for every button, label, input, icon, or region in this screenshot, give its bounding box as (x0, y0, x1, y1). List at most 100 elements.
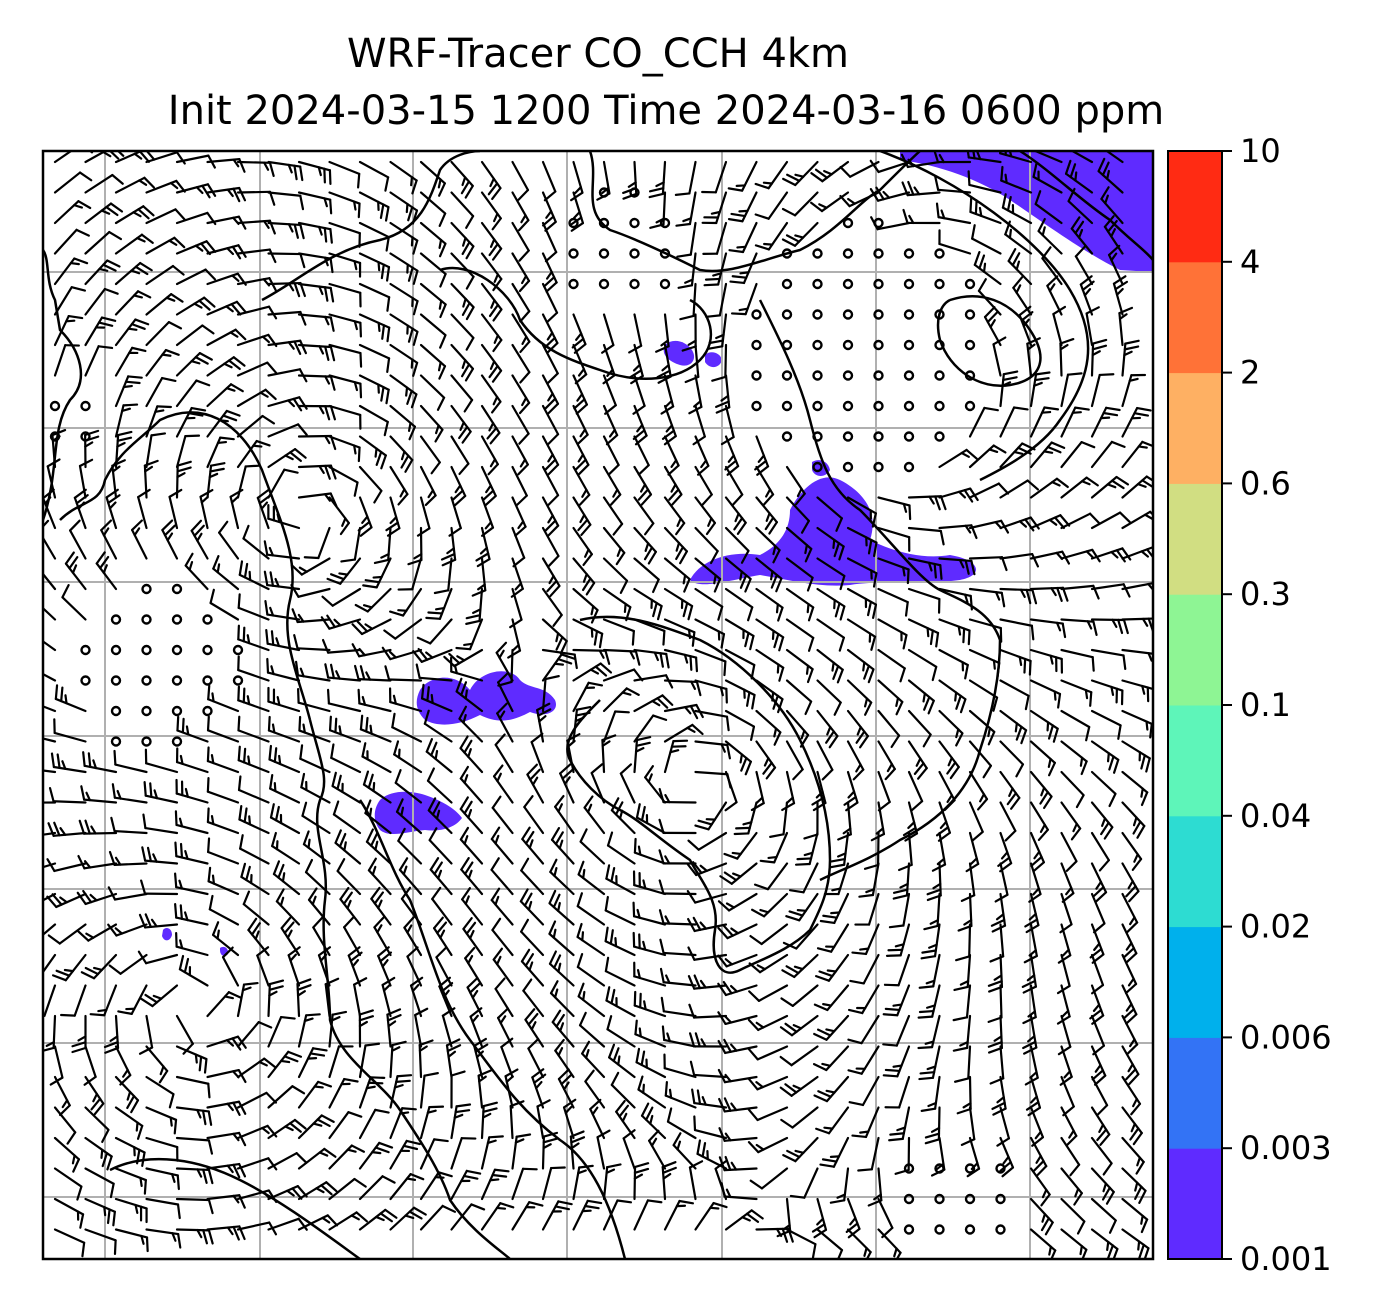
wind-barb (1090, 648, 1127, 671)
wind-barb (999, 770, 1021, 810)
wind-barb (663, 557, 691, 593)
wind-barb (694, 679, 728, 704)
wind-barb (492, 947, 514, 987)
wind-barb (955, 923, 972, 962)
calm-wind-marker (568, 248, 579, 259)
wind-barb (175, 324, 215, 347)
wind-barb (358, 1076, 386, 1109)
wind-barb (960, 862, 976, 902)
wind-barb (1121, 1167, 1147, 1204)
wind-barb (511, 435, 529, 476)
wind-barb (572, 496, 592, 537)
wind-barb (541, 404, 560, 445)
wind-barb (549, 980, 575, 1018)
wind-barb (389, 252, 419, 285)
wind-barb (541, 313, 559, 354)
wind-barb (298, 715, 331, 743)
wind-barb (256, 946, 270, 987)
wind-barb (1121, 1106, 1143, 1146)
wind-barb (753, 862, 789, 891)
calm-wind-marker (903, 248, 915, 259)
wind-barb (53, 1197, 85, 1229)
wind-barb (648, 1129, 667, 1170)
wind-barb (1067, 187, 1094, 225)
wind-barb (272, 860, 301, 896)
wind-barb (144, 748, 179, 774)
wind-barb (785, 679, 813, 716)
wind-barb (572, 404, 589, 446)
wind-barb (816, 557, 846, 591)
wind-barb (1029, 371, 1051, 408)
wind-barb (1064, 159, 1094, 194)
calm-wind-marker (568, 217, 579, 229)
wind-barb (297, 1013, 321, 1048)
wind-barb (114, 403, 139, 438)
wind-barb (789, 1167, 819, 1199)
wind-barb (43, 1014, 57, 1052)
wind-barb (176, 715, 209, 743)
wind-barb (141, 846, 179, 865)
wind-barb (1121, 1045, 1140, 1086)
wind-barb (693, 1115, 728, 1140)
wind-barb (275, 888, 301, 926)
wind-barb (724, 465, 744, 506)
wind-barb (907, 618, 940, 648)
wind-barb (69, 519, 87, 560)
wind-barb (328, 160, 361, 189)
wind-barb (663, 496, 686, 536)
wind-barb (419, 465, 437, 507)
wind-barb (175, 931, 209, 957)
wind-barb (1121, 831, 1143, 871)
wind-barb (206, 186, 247, 203)
wind-barb (576, 953, 606, 987)
wind-barb (999, 479, 1040, 499)
calm-wind-marker (812, 278, 823, 290)
wind-barb (530, 732, 545, 774)
colorbar-tick-label: 0.003 (1240, 1129, 1332, 1167)
wind-barb (290, 557, 331, 576)
wind-barb (389, 343, 419, 377)
wind-barb (143, 781, 179, 804)
wind-barb (419, 221, 447, 258)
wind-barb (938, 587, 973, 611)
wind-barb (391, 712, 423, 743)
wind-barb (175, 183, 217, 199)
wind-barb (107, 923, 148, 937)
wind-barb (724, 648, 756, 680)
wind-barb (117, 984, 148, 1015)
wind-barb (324, 977, 340, 1018)
wind-barb (53, 286, 87, 316)
wind-barb (953, 953, 972, 992)
wind-barb (480, 191, 502, 231)
wind-barb (968, 406, 999, 438)
calm-wind-marker (781, 339, 793, 351)
wind-barb (358, 1141, 394, 1170)
wind-barb (236, 248, 277, 264)
wind-barb (781, 191, 819, 217)
wind-barb (236, 361, 278, 377)
calm-wind-marker (141, 644, 152, 656)
wind-barb (663, 526, 688, 565)
wind-barb (1104, 151, 1124, 164)
wind-barb (694, 648, 727, 677)
wind-barb (459, 796, 484, 835)
tracer-plume (900, 151, 1153, 272)
wind-barb (450, 435, 470, 476)
wind-barb (395, 798, 423, 835)
calm-wind-marker (110, 614, 122, 625)
wind-barb (459, 765, 484, 804)
wind-barb (882, 984, 911, 1017)
wind-barb (572, 465, 591, 506)
wind-barb (511, 343, 531, 384)
wind-barb (465, 587, 484, 625)
wind-barb (130, 519, 148, 560)
wind-barb (663, 1053, 697, 1079)
wind-barb (304, 858, 331, 896)
wind-barb (84, 345, 114, 377)
wind-barb (694, 709, 730, 732)
wind-barb (718, 1127, 758, 1142)
wind-barb (43, 769, 57, 774)
wind-barb (364, 799, 392, 835)
wind-barb (681, 313, 697, 352)
wind-barb (1121, 1136, 1145, 1175)
